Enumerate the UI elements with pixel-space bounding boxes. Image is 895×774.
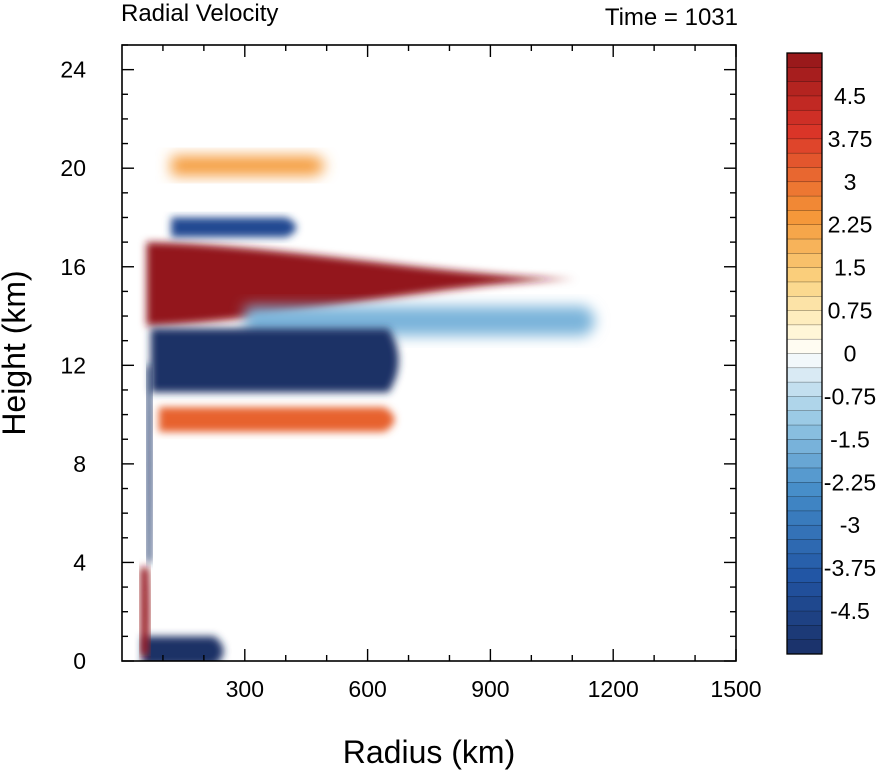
colorbar-swatch bbox=[787, 639, 822, 655]
colorbar-label: 2.25 bbox=[828, 212, 873, 238]
colorbar-label: 3 bbox=[844, 169, 857, 195]
x-tick-label: 1500 bbox=[710, 676, 761, 702]
colorbar-label: -0.75 bbox=[824, 383, 876, 409]
velocity-field bbox=[140, 155, 596, 661]
colorbar-swatch bbox=[787, 425, 822, 440]
y-tick-label: 4 bbox=[73, 549, 86, 575]
colorbar-swatch bbox=[787, 53, 822, 68]
colorbar-swatch bbox=[787, 353, 822, 369]
x-axis-ticks: 300 600 900 1200 1500 bbox=[162, 45, 762, 702]
colorbar-label: -2.25 bbox=[824, 469, 876, 495]
inflow-band-2 bbox=[171, 217, 297, 238]
colorbar-swatch bbox=[787, 67, 822, 82]
colorbar-swatch bbox=[787, 382, 822, 397]
colorbar-label: -3.75 bbox=[824, 555, 876, 581]
y-axis-ticks: 0 4 8 12 16 20 24 bbox=[60, 44, 736, 674]
inflow-band-4 bbox=[150, 328, 399, 393]
colorbar-swatch bbox=[787, 582, 822, 598]
y-axis-label: Height (km) bbox=[0, 270, 32, 435]
colorbar-swatch bbox=[787, 410, 822, 426]
colorbar-label: 0.75 bbox=[828, 298, 873, 324]
outflow-band-5 bbox=[158, 407, 395, 432]
outflow-band-1 bbox=[171, 155, 325, 176]
colorbar-swatch bbox=[787, 482, 822, 497]
inflow-band-8 bbox=[146, 365, 153, 563]
colorbar-swatch bbox=[787, 553, 822, 569]
colorbar-swatch bbox=[787, 367, 822, 383]
colorbar-label: -1.5 bbox=[830, 426, 870, 452]
colorbar-swatch bbox=[787, 396, 822, 412]
colorbar-swatch bbox=[787, 124, 822, 140]
colorbar-swatch bbox=[787, 196, 822, 211]
outflow-band-0 bbox=[146, 242, 577, 326]
x-tick-label: 600 bbox=[348, 676, 386, 702]
colorbar-swatch bbox=[787, 224, 822, 240]
chart-title-left: Radial Velocity bbox=[121, 0, 278, 27]
colorbar-swatch bbox=[787, 281, 822, 297]
colorbar-swatch bbox=[787, 625, 822, 640]
x-axis-label: Radius (km) bbox=[343, 734, 515, 770]
outflow-band-7 bbox=[140, 567, 150, 657]
colorbar-label: 3.75 bbox=[828, 126, 873, 152]
colorbar-swatch bbox=[787, 568, 822, 583]
colorbar-frame bbox=[786, 52, 823, 655]
colorbar-swatch bbox=[787, 181, 822, 197]
y-tick-label: 0 bbox=[73, 648, 86, 674]
colorbar-labels: 4.5 3.75 3 2.25 1.5 0.75 0 -0.75 -1.5 -2.25 -3 -3.7… bbox=[824, 83, 876, 624]
y-tick-label: 20 bbox=[60, 155, 86, 181]
colorbar-swatch bbox=[787, 239, 822, 254]
colorbar-label: 1.5 bbox=[834, 255, 866, 281]
colorbar-swatch bbox=[787, 453, 822, 469]
plot-frame bbox=[121, 44, 737, 662]
colorbar-swatch bbox=[787, 267, 822, 283]
colorbar-swatch bbox=[787, 296, 822, 311]
colorbar-swatch bbox=[787, 324, 822, 340]
y-tick-label: 12 bbox=[60, 352, 86, 378]
colorbar-swatch bbox=[787, 496, 822, 512]
colorbar-swatch bbox=[787, 153, 822, 168]
colorbar-swatch bbox=[787, 110, 822, 125]
colorbar-label: -4.5 bbox=[830, 598, 870, 624]
colorbar bbox=[786, 52, 823, 655]
colorbar-swatch bbox=[787, 95, 822, 111]
colorbar-swatch bbox=[787, 167, 822, 183]
colorbar-swatch bbox=[787, 539, 822, 555]
x-tick-label: 900 bbox=[471, 676, 509, 702]
colorbar-label: 0 bbox=[844, 341, 857, 367]
colorbar-label: -3 bbox=[840, 512, 860, 538]
colorbar-swatch bbox=[787, 525, 822, 540]
colorbar-swatch bbox=[787, 253, 822, 268]
colorbar-swatch bbox=[787, 510, 822, 526]
colorbar-swatch bbox=[787, 611, 822, 626]
inflow-band-6 bbox=[142, 636, 224, 661]
colorbar-label: 4.5 bbox=[834, 83, 866, 109]
colorbar-swatch bbox=[787, 310, 822, 326]
colorbar-swatch bbox=[787, 138, 822, 154]
colorbar-swatch bbox=[787, 339, 822, 354]
colorbar-swatch bbox=[787, 210, 822, 226]
colorbar-swatch bbox=[787, 81, 822, 97]
y-tick-label: 24 bbox=[60, 57, 86, 83]
chart-title-right: Time = 1031 bbox=[605, 4, 738, 31]
colorbar-swatch bbox=[787, 596, 822, 612]
colorbar-swatch bbox=[787, 439, 822, 454]
x-tick-label: 1200 bbox=[588, 676, 639, 702]
y-tick-label: 8 bbox=[73, 451, 86, 477]
y-tick-label: 16 bbox=[60, 254, 86, 280]
colorbar-swatch bbox=[787, 467, 822, 483]
x-tick-label: 300 bbox=[226, 676, 264, 702]
